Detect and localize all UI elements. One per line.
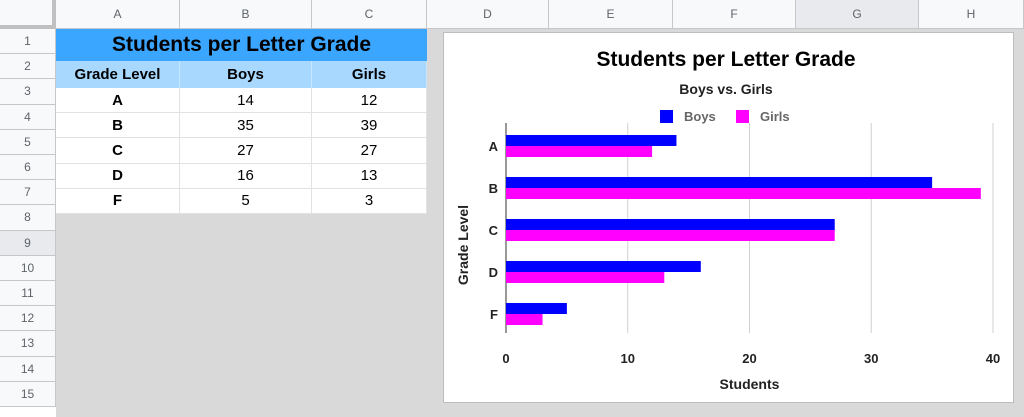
bar-boys-c bbox=[506, 219, 835, 230]
x-tick-label: 30 bbox=[864, 351, 878, 366]
bar-girls-f bbox=[506, 314, 543, 325]
table-cell[interactable]: 12 bbox=[312, 88, 427, 114]
legend-label-boys: Boys bbox=[684, 109, 716, 124]
select-all-corner[interactable] bbox=[0, 0, 56, 29]
table-cell[interactable]: C bbox=[56, 138, 180, 164]
column-header-b[interactable]: B bbox=[180, 0, 312, 29]
bar-girls-d bbox=[506, 272, 665, 283]
chart-subtitle: Boys vs. Girls bbox=[679, 81, 773, 97]
row-header-3[interactable]: 3 bbox=[0, 79, 56, 105]
x-tick-label: 40 bbox=[986, 351, 1000, 366]
x-axis-title: Students bbox=[720, 376, 780, 392]
column-header-a[interactable]: A bbox=[56, 0, 180, 29]
column-header-f[interactable]: F bbox=[673, 0, 796, 29]
table-cell[interactable]: 16 bbox=[180, 163, 312, 189]
row-header-7[interactable]: 7 bbox=[0, 180, 56, 206]
x-tick-label: 0 bbox=[502, 351, 509, 366]
table-cell[interactable]: 27 bbox=[312, 138, 427, 164]
row-header-5[interactable]: 5 bbox=[0, 129, 56, 155]
row-header-12[interactable]: 12 bbox=[0, 306, 56, 332]
row-header-15[interactable]: 15 bbox=[0, 381, 56, 407]
y-tick-label: F bbox=[490, 307, 498, 322]
column-header-g[interactable]: G bbox=[796, 0, 919, 29]
row-header-6[interactable]: 6 bbox=[0, 155, 56, 181]
row-header-11[interactable]: 11 bbox=[0, 281, 56, 307]
bar-boys-a bbox=[506, 135, 677, 146]
table-header-cell[interactable]: Grade Level bbox=[56, 61, 180, 88]
table-cell[interactable]: F bbox=[56, 188, 180, 214]
bar-boys-b bbox=[506, 177, 933, 188]
chart-title: Students per Letter Grade bbox=[596, 48, 855, 71]
row-header-8[interactable]: 8 bbox=[0, 205, 56, 231]
y-tick-label: B bbox=[489, 181, 498, 196]
table-cell[interactable]: 13 bbox=[312, 163, 427, 189]
legend-label-girls: Girls bbox=[760, 109, 790, 124]
table-cell[interactable]: B bbox=[56, 113, 180, 139]
legend-swatch-girls bbox=[736, 110, 749, 123]
x-tick-label: 10 bbox=[621, 351, 635, 366]
table-cell[interactable]: 14 bbox=[180, 88, 312, 114]
table-cell[interactable]: 35 bbox=[180, 113, 312, 139]
y-axis-title: Grade Level bbox=[455, 205, 471, 285]
table-cell[interactable]: A bbox=[56, 88, 180, 114]
bar-boys-d bbox=[506, 261, 701, 272]
y-tick-label: C bbox=[489, 223, 499, 238]
chart-svg: Students per Letter Grade Boys vs. Girls B… bbox=[455, 48, 1000, 392]
table-title-cell[interactable]: Students per Letter Grade bbox=[56, 29, 427, 61]
bar-chart[interactable]: Students per Letter Grade Boys vs. Girls B… bbox=[443, 32, 1014, 403]
column-header-c[interactable]: C bbox=[312, 0, 427, 29]
row-header-14[interactable]: 14 bbox=[0, 356, 56, 382]
column-header-h[interactable]: H bbox=[919, 0, 1024, 29]
column-header-d[interactable]: D bbox=[427, 0, 549, 29]
row-header-9[interactable]: 9 bbox=[0, 230, 56, 256]
column-header-e[interactable]: E bbox=[549, 0, 673, 29]
table-cell[interactable]: 39 bbox=[312, 113, 427, 139]
bar-girls-c bbox=[506, 230, 835, 241]
bar-girls-a bbox=[506, 146, 653, 157]
row-header-4[interactable]: 4 bbox=[0, 104, 56, 130]
legend-swatch-boys bbox=[660, 110, 673, 123]
y-tick-label: D bbox=[489, 265, 498, 280]
table-cell[interactable]: D bbox=[56, 163, 180, 189]
row-header-1[interactable]: 1 bbox=[0, 29, 56, 55]
bar-boys-f bbox=[506, 303, 567, 314]
table-cell[interactable]: 3 bbox=[312, 188, 427, 214]
table-cell[interactable]: 5 bbox=[180, 188, 312, 214]
table-header-cell[interactable]: Boys bbox=[180, 61, 312, 88]
bar-girls-b bbox=[506, 188, 981, 199]
row-header-13[interactable]: 13 bbox=[0, 331, 56, 357]
row-header-10[interactable]: 10 bbox=[0, 255, 56, 281]
x-tick-label: 20 bbox=[742, 351, 756, 366]
table-cell[interactable]: 27 bbox=[180, 138, 312, 164]
y-tick-label: A bbox=[489, 139, 499, 154]
table-header-cell[interactable]: Girls bbox=[312, 61, 427, 88]
row-header-2[interactable]: 2 bbox=[0, 54, 56, 80]
